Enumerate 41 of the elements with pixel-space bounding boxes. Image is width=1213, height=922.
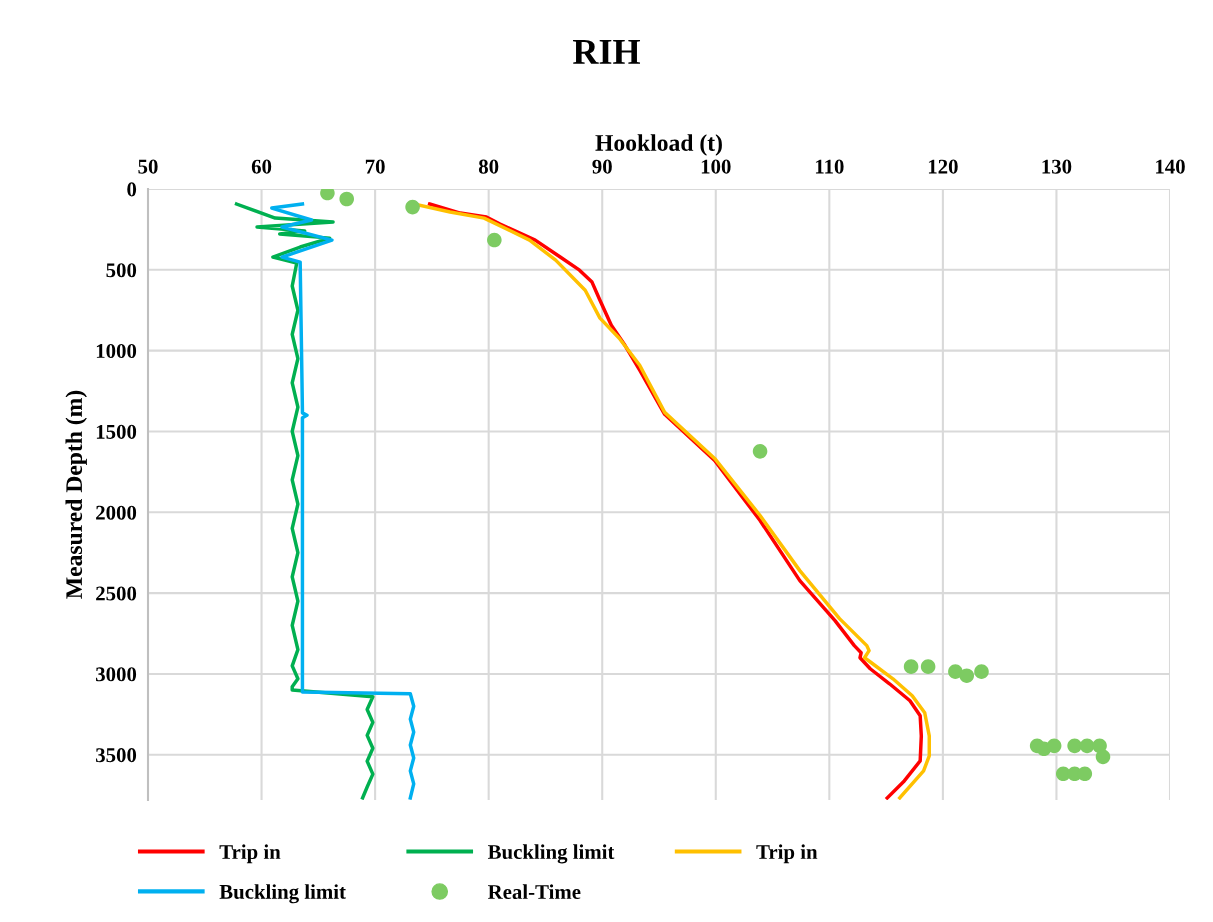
legend-label: Buckling limit [487, 844, 615, 864]
y-tick-label: 1000 [96, 344, 137, 359]
x-tick-label: 140 [1156, 159, 1185, 174]
x-tick-label: 90 [592, 159, 612, 174]
y-tick-label: 3000 [96, 667, 137, 682]
legend-label: Trip in [756, 844, 818, 864]
point [405, 199, 420, 215]
y-tick-label: 500 [106, 263, 137, 278]
x-tick-label: 50 [138, 159, 158, 174]
x-tick-label: 60 [251, 159, 272, 174]
y-tick-label: 2500 [96, 586, 137, 601]
y-tick-label: 3500 [96, 748, 137, 763]
x-tick-label: 120 [928, 159, 958, 174]
y-tick-label: 2000 [96, 505, 137, 520]
y-tick-label: 0 [127, 182, 137, 197]
point [1095, 749, 1111, 765]
x-tick-label: 130 [1042, 159, 1072, 174]
point [959, 668, 975, 683]
point [1046, 738, 1062, 754]
legend-label: Buckling limit [219, 884, 346, 904]
chart-title: RIH [573, 40, 641, 64]
point [339, 191, 355, 207]
point [1079, 738, 1095, 754]
point [1077, 766, 1093, 782]
x-tick-label: 110 [815, 159, 844, 174]
legend-label: Real-Time [487, 884, 581, 900]
point [948, 664, 963, 679]
point [1067, 738, 1082, 754]
point [487, 232, 502, 248]
x-tick-label: 70 [365, 159, 385, 174]
point [903, 659, 919, 674]
x-tick-label: 100 [701, 159, 731, 174]
y-tick-label: 1500 [96, 424, 137, 439]
line-series [270, 202, 416, 800]
legend-label: Trip in [219, 844, 281, 864]
point [752, 444, 768, 459]
y-axis-title: Measured Depth (m) [65, 390, 87, 599]
point [920, 659, 936, 674]
x-tick-label: 80 [478, 159, 499, 174]
x-axis-title: Hookload (t) [595, 134, 722, 156]
point [974, 664, 989, 679]
